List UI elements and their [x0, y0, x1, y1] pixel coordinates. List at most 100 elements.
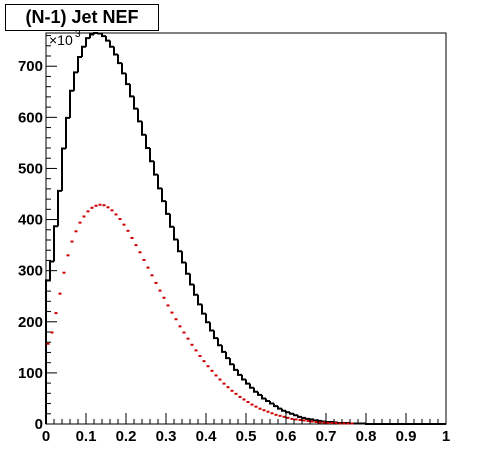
data-point [62, 271, 66, 274]
data-point [130, 236, 134, 239]
data-point [222, 382, 226, 385]
histogram-bin [309, 418, 314, 421]
histogram-bin [61, 147, 66, 191]
data-point [266, 410, 270, 413]
histogram-bin [249, 383, 254, 389]
histogram-bin [141, 121, 146, 136]
y-axis-multiplier: ×10 3 [49, 29, 81, 48]
data-point [314, 420, 318, 423]
histogram-bin [281, 408, 286, 412]
histogram-bin [269, 401, 274, 405]
data-point [166, 304, 170, 307]
y-tick-label: 500 [18, 160, 43, 177]
x-tick-label: 0.6 [276, 428, 297, 445]
histogram-bin [161, 188, 166, 203]
data-point [270, 412, 274, 415]
data-point [230, 389, 234, 392]
histogram-bin [165, 201, 170, 215]
data-point [338, 422, 342, 425]
histogram-bin [237, 369, 242, 376]
data-point [350, 422, 354, 425]
histogram-bin [181, 251, 186, 264]
chart-title: (N-1) Jet NEF [5, 4, 159, 31]
histogram-bin [213, 330, 218, 340]
y-tick-label: 400 [18, 212, 43, 229]
y-multiplier-exponent: 3 [75, 29, 81, 40]
histogram-bin [273, 403, 278, 408]
histogram-bin [305, 417, 310, 420]
histogram-bin [93, 32, 98, 35]
data-point [150, 274, 154, 277]
histogram-bin [97, 32, 102, 35]
data-point [190, 343, 194, 346]
x-tick-label: 0.1 [76, 428, 97, 445]
data-point [306, 419, 310, 422]
histogram-bin [109, 40, 114, 48]
data-point [178, 325, 182, 328]
data-point [254, 405, 258, 408]
y-tick-label: 0 [35, 416, 43, 433]
data-point [58, 292, 62, 295]
histogram-bin [89, 33, 94, 39]
y-multiplier-base: ×10 [49, 32, 73, 48]
histogram-bin [209, 322, 214, 332]
data-point [198, 355, 202, 358]
data-point [78, 221, 82, 224]
histogram-bin [289, 412, 294, 415]
data-point [322, 421, 326, 424]
x-tick-label: 0 [42, 428, 50, 445]
histogram-bin [137, 108, 142, 123]
data-point [250, 403, 254, 406]
y-tick-label: 200 [18, 314, 43, 331]
series-black-histogram [45, 32, 446, 425]
histogram-bin [153, 161, 158, 176]
histogram-bin [233, 364, 238, 371]
histogram-bin [317, 419, 322, 422]
series-red-points [46, 203, 354, 425]
data-point [226, 386, 230, 389]
data-point [342, 422, 346, 425]
data-point [66, 254, 70, 257]
data-point [278, 414, 282, 417]
data-point [282, 415, 286, 418]
data-point [74, 230, 78, 233]
histogram-bin [257, 391, 262, 396]
y-tick-label: 600 [18, 109, 43, 126]
x-tick-label: 0.3 [156, 428, 177, 445]
histogram-bin [325, 420, 330, 423]
histogram-bin [313, 419, 318, 422]
histogram-bin [297, 415, 302, 418]
data-point [138, 251, 142, 254]
histogram-bin [53, 225, 58, 262]
x-tick-label: 1 [442, 428, 450, 445]
x-tick-label: 0.2 [116, 428, 137, 445]
histogram-bin [117, 54, 122, 65]
x-axis: 0 0.1 0.2 0.3 0.4 0.5 0.6 0.7 0.8 0.9 1 [42, 413, 450, 445]
histogram-bin [201, 304, 206, 315]
data-point [142, 258, 146, 261]
data-point [286, 416, 290, 419]
data-point [246, 401, 250, 404]
data-point [118, 218, 122, 221]
histogram-bin [121, 63, 126, 75]
data-point [334, 421, 338, 424]
histogram-bin [125, 73, 130, 86]
data-point [238, 395, 242, 398]
histogram-bin [157, 174, 162, 190]
data-point [50, 331, 54, 334]
x-tick-label: 0.9 [396, 428, 417, 445]
data-point [318, 421, 322, 424]
histogram-bin [321, 420, 326, 423]
y-tick-label: 700 [18, 58, 43, 75]
histogram-bin [105, 36, 110, 42]
histogram-bin [285, 410, 290, 414]
histogram-bin [225, 351, 230, 360]
y-tick-label: 100 [18, 365, 43, 382]
data-point [110, 209, 114, 212]
data-point [146, 266, 150, 269]
data-point [114, 213, 118, 216]
data-point [194, 349, 198, 352]
histogram-bin [85, 37, 90, 47]
data-point [170, 311, 174, 314]
data-point [242, 398, 246, 401]
